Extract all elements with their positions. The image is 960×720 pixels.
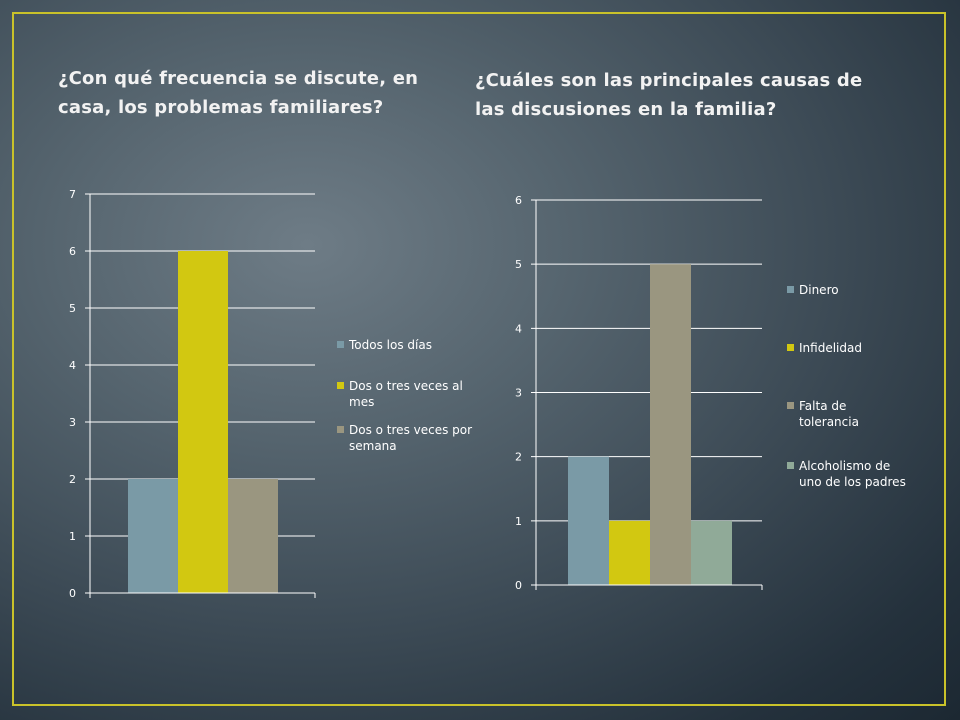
chart-right-legend-swatch	[787, 286, 794, 293]
chart-right-ytick-label: 5	[515, 258, 522, 271]
chart-right-bar-2	[650, 264, 691, 585]
chart-right-ytick-label: 3	[515, 387, 522, 400]
chart-right-ytick-label: 6	[515, 194, 522, 207]
chart-left-ytick-label: 6	[69, 245, 76, 258]
chart-right-ytick-label: 0	[515, 579, 522, 592]
chart-left-bar-1	[178, 251, 228, 593]
chart-left-legend-label: Todos los días	[349, 338, 432, 352]
chart-left-bar-2	[228, 479, 278, 593]
chart-left-legend-item: Todos los días	[337, 337, 482, 353]
chart-right-legend-label: Infidelidad	[799, 341, 862, 355]
chart-left-ytick-label: 4	[69, 359, 76, 372]
chart-right-legend-label: Dinero	[799, 283, 839, 297]
chart-right-legend-label: Alcoholismo de uno de los padres	[799, 459, 906, 489]
chart-left-legend-swatch	[337, 382, 344, 389]
slide-frame	[12, 12, 946, 706]
chart-right-bar-3	[691, 520, 732, 585]
chart-right-legend-swatch	[787, 344, 794, 351]
chart-left-legend-label: Dos o tres veces por semana	[349, 423, 473, 453]
chart-left-ytick-label: 3	[69, 416, 76, 429]
chart-left-ytick-label: 0	[69, 587, 76, 600]
chart-left-legend-swatch	[337, 426, 344, 433]
chart-right-ytick-label: 2	[515, 451, 522, 464]
chart-right-legend-item: Dinero	[787, 282, 907, 298]
chart-left-ytick-label: 5	[69, 302, 76, 315]
chart-right-bar-0	[568, 456, 609, 585]
chart-right-legend-swatch	[787, 462, 794, 469]
chart-left-ytick-label: 7	[69, 188, 76, 201]
chart-left-title: ¿Con qué frecuencia se discute, en casa,…	[58, 68, 419, 118]
chart-right-title: ¿Cuáles son las principales causas de la…	[475, 70, 863, 120]
chart-right-ytick-label: 4	[515, 322, 522, 335]
chart-left-legend-item: Dos o tres veces al mes	[337, 378, 482, 410]
chart-right-bar-1	[609, 520, 650, 585]
chart-right-legend-swatch	[787, 402, 794, 409]
chart-right-ytick-label: 1	[515, 515, 522, 528]
chart-left-legend-swatch	[337, 341, 344, 348]
chart-left-bar-0	[128, 479, 178, 593]
chart-left-legend-label: Dos o tres veces al mes	[349, 379, 463, 409]
chart-right-legend-item: Infidelidad	[787, 340, 907, 356]
chart-right-legend-item: Falta de tolerancia	[787, 398, 907, 430]
chart-left-ytick-label: 1	[69, 530, 76, 543]
chart-right-legend-label: Falta de tolerancia	[799, 399, 859, 429]
chart-right-legend-item: Alcoholismo de uno de los padres	[787, 458, 907, 490]
chart-left-ytick-label: 2	[69, 473, 76, 486]
chart-left-legend-item: Dos o tres veces por semana	[337, 422, 482, 454]
